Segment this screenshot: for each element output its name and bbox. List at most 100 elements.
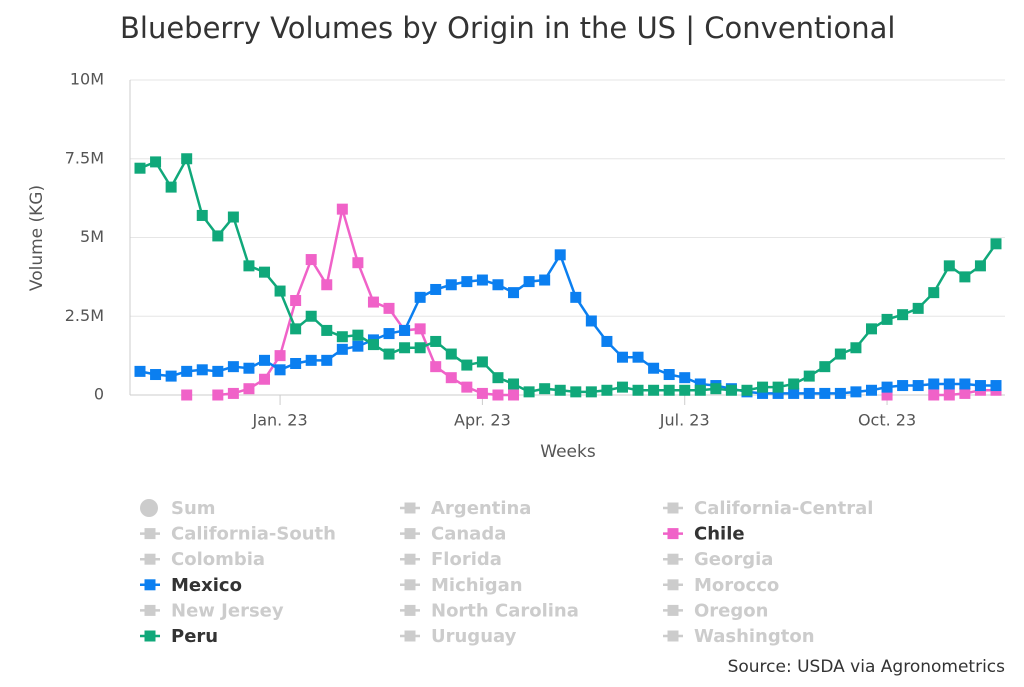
point: [227, 361, 239, 373]
point: [430, 283, 442, 295]
point: [974, 260, 986, 272]
point: [850, 342, 862, 354]
point: [290, 358, 302, 369]
point: [959, 378, 971, 390]
legend-label: Peru: [171, 626, 218, 647]
point: [865, 323, 877, 335]
legend-marker: [404, 528, 416, 540]
legend-label: Washington: [694, 626, 815, 647]
point: [974, 380, 986, 392]
point: [321, 279, 333, 291]
point: [134, 365, 146, 377]
point: [741, 384, 753, 396]
point: [710, 383, 722, 395]
point: [757, 387, 769, 399]
point: [399, 324, 411, 336]
x-tick-label: Oct. 23: [858, 411, 916, 430]
point: [383, 348, 395, 360]
point: [181, 389, 193, 401]
point: [523, 276, 535, 288]
point: [928, 389, 940, 401]
legend-label: Colombia: [171, 549, 265, 570]
point: [414, 342, 426, 354]
point: [694, 378, 706, 390]
legend-marker: [667, 528, 679, 540]
legend-marker: [667, 604, 679, 616]
point: [757, 381, 769, 393]
point: [352, 329, 364, 341]
point: [150, 156, 162, 168]
point: [990, 380, 1002, 392]
point: [881, 381, 893, 393]
legend-marker: [404, 604, 416, 616]
point: [508, 287, 520, 299]
point: [912, 380, 924, 392]
point: [196, 209, 208, 221]
point: [772, 387, 784, 399]
point: [476, 274, 488, 286]
point: [881, 313, 893, 325]
legend-label: Sum: [171, 498, 216, 519]
point: [943, 260, 955, 272]
point: [679, 384, 691, 396]
legend-label: Canada: [431, 524, 506, 545]
legend-label: Morocco: [694, 575, 779, 596]
point: [243, 383, 255, 395]
point: [508, 389, 520, 401]
legend-label: Florida: [431, 549, 502, 570]
point: [196, 364, 208, 376]
point: [290, 295, 302, 306]
point: [694, 384, 706, 396]
point: [648, 384, 660, 396]
point: [212, 230, 224, 242]
legend-marker: [404, 630, 416, 642]
y-tick-label: 0: [94, 385, 104, 404]
point: [352, 257, 364, 269]
legend-label: California-Central: [694, 498, 873, 519]
point: [959, 387, 971, 399]
point: [679, 372, 691, 384]
legend-marker: [144, 579, 156, 591]
point: [834, 348, 846, 360]
point: [539, 383, 551, 395]
point: [508, 378, 520, 390]
point: [430, 361, 442, 373]
point: [399, 342, 411, 354]
source: Source: USDA via Agronometrics: [728, 657, 1006, 677]
point: [227, 387, 239, 399]
y-tick-label: 5M: [80, 227, 104, 246]
legend-marker: [140, 499, 158, 517]
point: [321, 324, 333, 336]
point: [616, 381, 628, 393]
chart-title: Blueberry Volumes by Origin in the US | …: [120, 11, 895, 45]
point: [492, 389, 504, 401]
point: [259, 354, 271, 366]
legend-label: Chile: [694, 524, 745, 545]
x-tick-label: Jul. 23: [659, 411, 710, 430]
point: [367, 339, 379, 351]
point: [803, 370, 815, 382]
point: [492, 279, 504, 291]
point: [772, 381, 784, 393]
point: [570, 291, 582, 303]
point: [243, 260, 255, 272]
point: [461, 359, 473, 371]
legend-marker: [404, 502, 416, 514]
point: [321, 354, 333, 366]
point: [476, 356, 488, 368]
legend-label: California-South: [171, 524, 336, 545]
point: [134, 162, 146, 174]
point: [227, 211, 239, 223]
point: [445, 372, 457, 384]
legend-marker: [144, 528, 156, 540]
point: [663, 369, 675, 381]
point: [305, 254, 317, 266]
point: [181, 153, 193, 165]
point: [352, 340, 364, 352]
point: [943, 389, 955, 401]
point: [819, 387, 831, 399]
legend-marker: [667, 553, 679, 565]
legend-marker: [144, 604, 156, 616]
point: [928, 378, 940, 390]
point: [274, 350, 286, 362]
